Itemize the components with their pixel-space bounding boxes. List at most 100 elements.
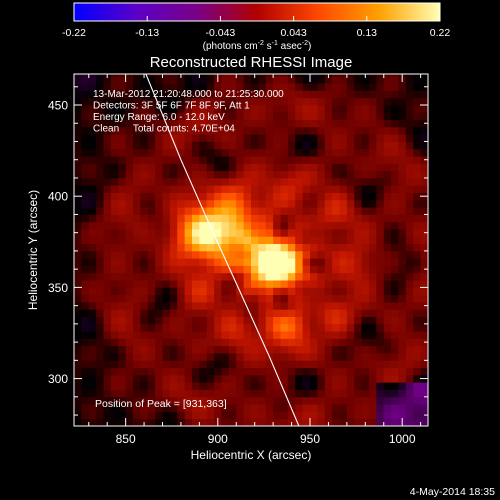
heatmap-cell bbox=[405, 185, 414, 193]
heatmap-cell bbox=[420, 250, 428, 259]
heatmap-cell bbox=[228, 287, 237, 296]
x-tick-label: 900 bbox=[208, 432, 228, 446]
heatmap-cell bbox=[88, 287, 97, 296]
heatmap-cell bbox=[295, 389, 304, 398]
heatmap-cell bbox=[206, 243, 215, 252]
heatmap-cell bbox=[265, 389, 274, 398]
heatmap-cell bbox=[346, 280, 355, 288]
heatmap-cell bbox=[280, 301, 289, 310]
heatmap-cell bbox=[346, 396, 355, 405]
heatmap-cell bbox=[110, 360, 119, 369]
heatmap-cell bbox=[258, 411, 267, 420]
heatmap-cell bbox=[280, 353, 289, 361]
heatmap-cell bbox=[302, 105, 311, 113]
heatmap-cell bbox=[398, 316, 407, 325]
heatmap-cell bbox=[125, 74, 134, 77]
heatmap-cell bbox=[391, 207, 399, 215]
heatmap-cell bbox=[192, 214, 200, 223]
heatmap-cell bbox=[273, 214, 281, 223]
heatmap-cell bbox=[206, 294, 215, 303]
heatmap-cell bbox=[310, 97, 318, 106]
heatmap-cell bbox=[391, 75, 399, 84]
heatmap-cell bbox=[376, 156, 385, 164]
heatmap-cell bbox=[339, 221, 348, 230]
heatmap-cell bbox=[376, 345, 385, 354]
heatmap-cell bbox=[206, 83, 215, 91]
heatmap-cell bbox=[280, 185, 289, 193]
heatmap-cell bbox=[273, 148, 281, 157]
heatmap-cell bbox=[280, 374, 289, 383]
heatmap-cell bbox=[184, 163, 193, 172]
heatmap-cell bbox=[140, 126, 149, 135]
heatmap-cell bbox=[273, 287, 281, 296]
heatmap-cell bbox=[118, 294, 127, 303]
heatmap-cell bbox=[413, 105, 422, 113]
heatmap-cell bbox=[369, 163, 377, 172]
heatmap-cell bbox=[280, 74, 289, 77]
heatmap-cell bbox=[169, 185, 178, 193]
heatmap-cell bbox=[265, 360, 274, 369]
heatmap-cell bbox=[74, 280, 82, 288]
heatmap-cell bbox=[236, 331, 245, 339]
heatmap-cell bbox=[81, 97, 90, 106]
heatmap-cell bbox=[339, 236, 348, 245]
heatmap-cell bbox=[221, 418, 230, 426]
heatmap-cell bbox=[192, 294, 200, 303]
heatmap-cell bbox=[295, 250, 304, 259]
heatmap-cell bbox=[133, 345, 141, 354]
heatmap-cell bbox=[147, 119, 156, 128]
heatmap-cell bbox=[354, 170, 363, 179]
heatmap-cell bbox=[383, 199, 392, 208]
heatmap-cell bbox=[339, 207, 348, 215]
heatmap-cell bbox=[258, 360, 267, 369]
heatmap-cell bbox=[169, 258, 178, 266]
heatmap-cell bbox=[118, 97, 127, 106]
heatmap-cell bbox=[147, 236, 156, 245]
heatmap-cell bbox=[369, 353, 377, 361]
heatmap-cell bbox=[214, 156, 222, 164]
heatmap-cell bbox=[302, 280, 311, 288]
heatmap-cell bbox=[391, 272, 399, 281]
heatmap-cell bbox=[221, 382, 230, 390]
heatmap-cell bbox=[110, 126, 119, 135]
heatmap-cell bbox=[391, 170, 399, 179]
heatmap-cell bbox=[96, 345, 104, 354]
heatmap-cell bbox=[133, 258, 141, 266]
heatmap-cell bbox=[214, 301, 222, 310]
heatmap-cell bbox=[206, 396, 215, 405]
heatmap-cell bbox=[391, 265, 399, 274]
heatmap-cell bbox=[169, 243, 178, 252]
heatmap-cell bbox=[199, 243, 208, 252]
heatmap-cell bbox=[147, 367, 156, 376]
heatmap-cell bbox=[251, 75, 259, 84]
heatmap-cell bbox=[317, 214, 326, 223]
heatmap-cell bbox=[398, 221, 407, 230]
heatmap-cell bbox=[265, 309, 274, 317]
heatmap-cell bbox=[287, 294, 296, 303]
heatmap-cell bbox=[354, 207, 363, 215]
heatmap-cell bbox=[273, 221, 281, 230]
heatmap-cell bbox=[265, 331, 274, 339]
heatmap-cell bbox=[280, 170, 289, 179]
heatmap-cell bbox=[310, 156, 318, 164]
heatmap-cell bbox=[228, 265, 237, 274]
heatmap-cell bbox=[221, 280, 230, 288]
heatmap-cell bbox=[192, 265, 200, 274]
heatmap-cell bbox=[236, 112, 245, 120]
heatmap-cell bbox=[103, 367, 112, 376]
heatmap-cell bbox=[96, 265, 104, 274]
heatmap-cell bbox=[96, 287, 104, 296]
heatmap-cell bbox=[346, 301, 355, 310]
heatmap-cell bbox=[162, 156, 171, 164]
heatmap-cell bbox=[258, 345, 267, 354]
heatmap-cell bbox=[258, 134, 267, 142]
heatmap-cell bbox=[420, 396, 428, 405]
heatmap-cell bbox=[405, 221, 414, 230]
heatmap-cell bbox=[74, 214, 82, 223]
heatmap-cell bbox=[413, 301, 422, 310]
heatmap-cell bbox=[273, 134, 281, 142]
heatmap-cell bbox=[192, 280, 200, 288]
heatmap-cell bbox=[133, 418, 141, 426]
heatmap-cell bbox=[221, 199, 230, 208]
heatmap-cell bbox=[243, 411, 252, 420]
